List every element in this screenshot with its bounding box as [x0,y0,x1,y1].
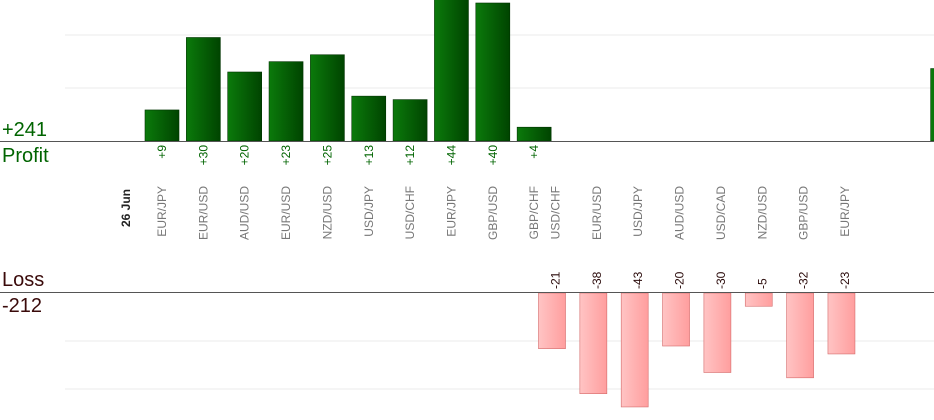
loss-value-label: -5 [755,278,769,289]
category-label: EUR/JPY [838,186,852,237]
loss-bar [703,292,732,373]
date-label: 26 Jun [119,189,133,227]
category-label: NZD/USD [320,186,334,240]
loss-bar [786,292,814,379]
category-label: GBP/CHF [527,186,541,239]
category-label: GBP/USD [797,186,811,240]
profit-value-label: +9 [155,145,169,159]
profit-value-label: +25 [320,145,334,166]
labels: 26 Jun +9 EUR/JPY +30 EUR/USD +20 AUD/USD +23 EU… [119,145,852,289]
loss-label: Loss [2,269,45,291]
profit-bar [516,126,552,142]
category-label: NZD/USD [755,186,769,240]
loss-bar [662,292,690,347]
profit-bar [227,71,262,142]
category-label: EUR/JPY [444,186,458,237]
category-label: USD/CHF [403,186,417,239]
profit-bar [144,109,180,142]
profit-value-label: +40 [486,145,500,166]
category-label: USD/JPY [631,186,645,237]
category-label: EUR/USD [196,186,210,240]
profit-bar [186,37,221,142]
loss-value-label: -30 [714,271,728,289]
loss-value-label: -23 [838,271,852,289]
category-label: EUR/USD [279,186,293,240]
bars [144,0,934,408]
loss-value-label: -43 [631,271,645,289]
category-label: EUR/USD [590,186,604,240]
category-label: AUD/USD [673,186,687,240]
category-label: USD/CAD [714,186,728,240]
loss-bar [538,292,566,349]
profit-bar [475,2,511,142]
loss-value-label: -21 [549,271,563,289]
loss-value-label: -38 [590,271,604,289]
profit-value-label: +44 [444,145,458,166]
category-label: AUD/USD [238,186,252,240]
profit-bar [268,61,304,142]
axes [0,141,934,293]
loss-value-label: -20 [673,271,687,289]
profit-bar [930,68,934,142]
category-label: USD/CHF [549,186,563,239]
category-label: USD/JPY [362,186,376,237]
profit-value-label: +12 [403,145,417,166]
profit-value-label: +23 [279,145,293,166]
profit-bar [392,99,428,142]
loss-bar [744,292,773,307]
profit-total: +241 [2,119,48,141]
loss-bar [620,292,649,408]
profit-value-label: +4 [527,145,541,159]
loss-bar [827,292,856,355]
loss-bar [579,292,608,394]
profit-bar [434,0,469,142]
profit-label: Profit [2,145,49,167]
loss-total: -212 [2,295,43,317]
category-label: EUR/JPY [155,186,169,237]
loss-value-label: -32 [797,271,811,289]
profit-bar [351,95,387,142]
profit-value-label: +13 [362,145,376,166]
profit-bar [310,54,345,142]
profit-value-label: +20 [238,145,252,166]
category-label: GBP/USD [486,186,500,240]
profit-value-label: +30 [196,145,210,166]
